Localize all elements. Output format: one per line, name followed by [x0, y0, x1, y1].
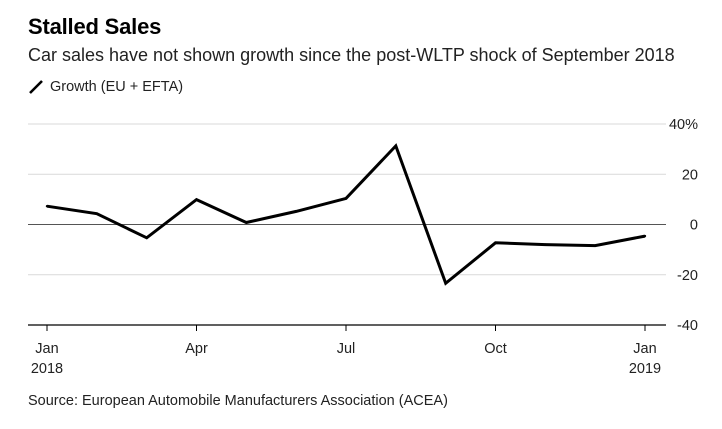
y-tick-label: -40	[677, 318, 698, 334]
chart-title: Stalled Sales	[28, 14, 162, 39]
x-tick-label: Jan	[633, 341, 656, 357]
y-tick-label: 20	[682, 167, 698, 183]
data-point	[593, 244, 597, 247]
x-tick-label: Oct	[484, 341, 507, 357]
legend: Growth (EU + EFTA)	[28, 79, 183, 95]
data-point	[45, 204, 49, 208]
data-point	[245, 221, 248, 224]
data-point	[195, 198, 198, 201]
x-tick-label: Jan	[35, 341, 58, 357]
data-point	[544, 243, 547, 246]
legend-line-icon	[29, 80, 43, 94]
gridlines	[28, 123, 666, 326]
y-tick-label: 40%	[669, 117, 698, 133]
data-point	[294, 210, 298, 213]
y-tick-label: -20	[677, 268, 698, 284]
x-tick-label: Jul	[337, 341, 356, 357]
data-point	[643, 234, 647, 238]
data-point	[344, 197, 348, 200]
chart-subtitle: Car sales have not shown growth since th…	[28, 45, 675, 65]
series-layer	[45, 143, 647, 286]
data-point	[95, 212, 99, 215]
data-point	[394, 144, 398, 148]
series-line	[46, 143, 646, 286]
data-point	[494, 241, 497, 245]
x-axis: Jan 2018 Apr Jul Oct Jan 2019	[31, 325, 661, 377]
y-axis: 40% 20 0 -20 -40	[669, 117, 698, 334]
x-tick-year-label: 2019	[629, 361, 661, 377]
data-point	[145, 236, 148, 240]
y-tick-label: 0	[690, 218, 698, 234]
x-tick-label: Apr	[185, 341, 208, 357]
legend-label: Growth (EU + EFTA)	[50, 79, 184, 95]
x-tick-year-label: 2018	[31, 361, 63, 377]
source-note: Source: European Automobile Manufacturer…	[28, 393, 448, 409]
data-point	[444, 282, 447, 285]
